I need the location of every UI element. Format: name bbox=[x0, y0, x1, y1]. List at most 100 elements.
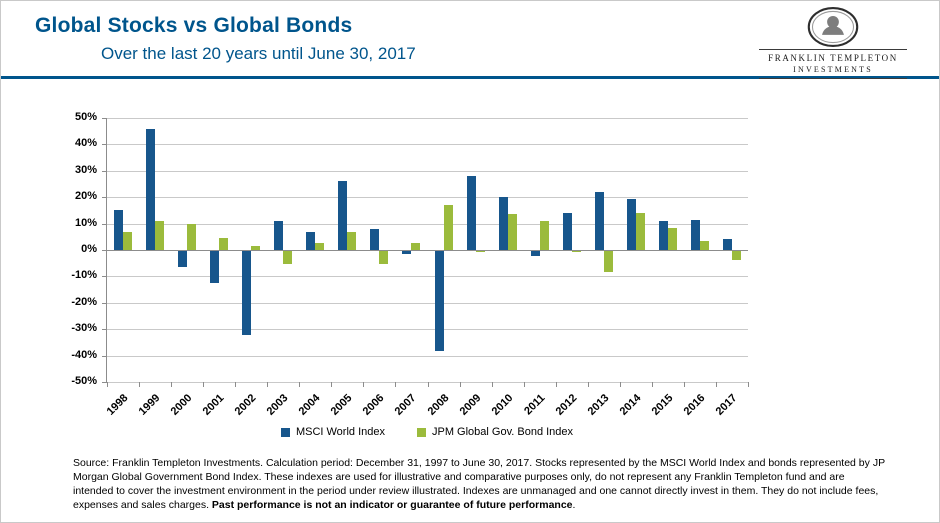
x-tick-mark bbox=[267, 382, 269, 387]
y-tick-mark bbox=[102, 355, 107, 357]
page-title: Global Stocks vs Global Bonds bbox=[35, 14, 353, 37]
x-tick-mark bbox=[395, 382, 397, 387]
bar-jpm-2008 bbox=[443, 205, 453, 250]
bar-msci-1999 bbox=[146, 128, 156, 250]
bar-msci-2009 bbox=[466, 176, 476, 250]
x-tick-mark bbox=[683, 382, 685, 387]
bar-jpm-2011 bbox=[539, 220, 549, 250]
page-subtitle: Over the last 20 years until June 30, 20… bbox=[101, 44, 416, 63]
bar-jpm-2016 bbox=[699, 240, 709, 250]
y-axis-label: -20% bbox=[71, 295, 97, 308]
legend-label-jpm: JPM Global Gov. Bond Index bbox=[432, 426, 574, 438]
x-tick-mark bbox=[619, 382, 621, 387]
x-tick-mark bbox=[299, 382, 301, 387]
bar-jpm-2000 bbox=[187, 223, 197, 250]
bar-msci-2006 bbox=[370, 228, 380, 250]
legend-label-msci: MSCI World Index bbox=[295, 426, 385, 438]
bar-jpm-2017 bbox=[731, 251, 741, 261]
legend-item-jpm: JPM Global Gov. Bond Index bbox=[417, 426, 573, 438]
gridline bbox=[107, 329, 748, 331]
y-axis-labels: 50% 40% 30% 20% 10% 0% -10% -20% -30% -40% -50% bbox=[41, 111, 99, 387]
x-tick-mark bbox=[203, 382, 205, 387]
y-axis-label: 30% bbox=[74, 163, 97, 176]
legend-item-msci: MSCI World Index bbox=[280, 426, 385, 438]
bar-msci-2001 bbox=[210, 251, 220, 283]
franklin-templeton-logo: FRANKLIN TEMPLETON INVESTMENTS bbox=[759, 7, 907, 79]
y-axis-label: -50% bbox=[71, 375, 97, 387]
y-tick-mark bbox=[102, 276, 107, 278]
bar-jpm-1998 bbox=[123, 231, 133, 250]
gridline bbox=[107, 223, 748, 225]
footnote-text: Source: Franklin Templeton Investments. … bbox=[73, 457, 885, 511]
bar-jpm-2013 bbox=[603, 251, 613, 273]
bar-jpm-2009 bbox=[475, 251, 485, 253]
x-tick-mark bbox=[363, 382, 365, 387]
gridline bbox=[107, 118, 748, 119]
footnote-disclaimer: Past performance is not an indicator or … bbox=[211, 498, 573, 511]
bar-jpm-2004 bbox=[315, 243, 325, 250]
bar-msci-2013 bbox=[594, 191, 604, 250]
x-tick-mark bbox=[459, 382, 461, 387]
gridline bbox=[107, 276, 748, 278]
x-tick-mark bbox=[171, 382, 173, 387]
bar-jpm-2010 bbox=[507, 214, 517, 250]
bar-jpm-2002 bbox=[251, 246, 261, 250]
bar-msci-2017 bbox=[722, 239, 732, 250]
y-axis-label: 50% bbox=[74, 111, 97, 123]
bar-msci-2010 bbox=[498, 197, 508, 250]
bar-msci-2012 bbox=[562, 213, 572, 250]
y-axis-label: -30% bbox=[71, 322, 97, 335]
bar-msci-2002 bbox=[242, 251, 252, 336]
header-divider bbox=[1, 76, 939, 79]
x-tick-mark bbox=[235, 382, 237, 387]
y-axis-label: 10% bbox=[74, 216, 97, 229]
y-axis-label: 0% bbox=[81, 243, 97, 255]
bar-jpm-2014 bbox=[635, 213, 645, 250]
bar-msci-2016 bbox=[690, 219, 700, 250]
bar-jpm-2006 bbox=[379, 251, 389, 265]
footnote-period: . bbox=[572, 498, 576, 511]
bar-jpm-2003 bbox=[283, 251, 293, 265]
chart-legend: MSCI World Index JPM Global Gov. Bond In… bbox=[106, 426, 748, 438]
bar-msci-2008 bbox=[434, 251, 444, 352]
x-tick-mark bbox=[748, 382, 749, 387]
footnote: Source: Franklin Templeton Investments. … bbox=[73, 457, 885, 513]
bar-jpm-2007 bbox=[411, 243, 421, 250]
y-axis-label: 40% bbox=[74, 137, 97, 150]
bar-msci-2007 bbox=[402, 251, 412, 254]
bar-chart: 50% 40% 30% 20% 10% 0% -10% -20% -30% -40% -50% 19… bbox=[41, 106, 761, 456]
bar-jpm-1999 bbox=[155, 220, 165, 250]
bar-jpm-2005 bbox=[347, 231, 357, 250]
y-tick-mark bbox=[102, 382, 107, 383]
bar-msci-2014 bbox=[626, 198, 636, 250]
gridline bbox=[107, 144, 748, 146]
legend-swatch-jpm bbox=[417, 427, 426, 437]
y-axis-label: -40% bbox=[71, 348, 97, 361]
bar-msci-2004 bbox=[306, 231, 316, 250]
gridline bbox=[107, 302, 748, 304]
gridline bbox=[107, 355, 748, 357]
y-tick-mark bbox=[102, 223, 107, 225]
bar-msci-2005 bbox=[338, 181, 348, 250]
x-tick-mark bbox=[139, 382, 141, 387]
bar-msci-2015 bbox=[658, 220, 668, 250]
x-tick-mark bbox=[523, 382, 525, 387]
bar-msci-2003 bbox=[274, 220, 284, 250]
x-tick-mark bbox=[715, 382, 717, 387]
y-tick-mark bbox=[102, 302, 107, 304]
gridline bbox=[107, 170, 748, 172]
y-tick-mark bbox=[102, 170, 107, 172]
legend-swatch-msci bbox=[280, 427, 290, 437]
bar-msci-2000 bbox=[178, 251, 188, 267]
franklin-portrait-icon bbox=[807, 7, 859, 47]
y-tick-mark bbox=[102, 118, 107, 119]
y-axis-label: 20% bbox=[74, 190, 97, 203]
bar-msci-1998 bbox=[114, 210, 124, 250]
bar-jpm-2001 bbox=[219, 238, 229, 250]
logo-division-name: INVESTMENTS bbox=[793, 65, 873, 74]
bar-jpm-2012 bbox=[571, 251, 581, 253]
y-tick-mark bbox=[102, 329, 107, 331]
x-tick-mark bbox=[491, 382, 493, 387]
x-tick-mark bbox=[427, 382, 429, 387]
logo-text: FRANKLIN TEMPLETON INVESTMENTS bbox=[759, 49, 907, 79]
